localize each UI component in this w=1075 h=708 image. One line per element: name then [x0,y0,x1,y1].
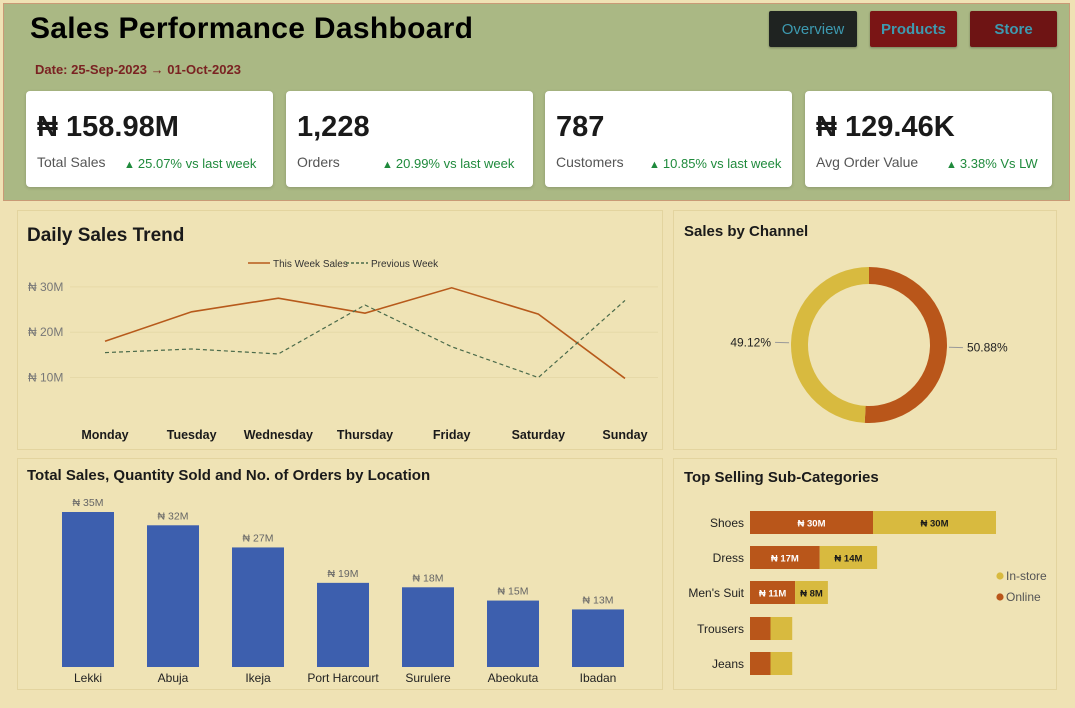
segment-data-label: ₦ 11M [759,589,787,600]
legend-label: Previous Week [371,259,439,270]
line-chart: ₦ 10M ₦ 20M ₦ 30M Monday Tuesday Wednesday Thu… [18,211,664,451]
subcategory-bar-chart: Shoes ₦ 30M ₦ 30M Dress ₦ 17M ₦ 14M Men's Suit… [674,459,1058,691]
up-arrow-icon: ▲ [124,159,135,171]
category-label: Shoes [710,516,744,530]
series-line-previous-week [105,300,625,377]
bar-data-label: ₦ 27M [243,532,274,544]
bar-data-label: ₦ 18M [413,572,444,584]
x-tick-label: Tuesday [167,428,217,442]
series-line-this-week [105,288,625,379]
y-tick-label: ₦ 30M [28,280,63,294]
segment-data-label: ₦ 14M [834,554,862,565]
bar-category-label: Surulere [405,671,451,685]
x-tick-label: Sunday [602,428,647,442]
location-bar [572,609,624,667]
x-tick-label: Monday [81,428,128,442]
kpi-card-customers: 787 Customers ▲ 10.85% vs last week [545,91,792,187]
kpi-card-total-sales: ₦ 158.98M Total Sales ▲ 25.07% vs last we… [26,91,273,187]
x-tick-label: Saturday [512,428,566,442]
kpi-label: Customers [556,154,624,170]
donut-chart: 50.88% 49.12% [674,211,1058,451]
daily-sales-trend-panel: Daily Sales Trend ₦ 10M ₦ 20M ₦ 30M Monday T… [17,210,663,450]
x-tick-label: Wednesday [244,428,313,442]
location-bar [232,547,284,667]
location-bar [402,587,454,667]
location-bar [62,512,114,667]
bar-category-label: Abeokuta [488,671,539,685]
stacked-bar-segment-instore [771,617,793,640]
stacked-bar-segment-instore [771,652,793,675]
bar-data-label: ₦ 19M [328,568,359,580]
stacked-bar-segment-online [750,652,771,675]
header-banner: Sales Performance Dashboard Date: 25-Sep… [3,3,1070,201]
segment-data-label: ₦ 30M [798,519,826,530]
page-title: Sales Performance Dashboard [30,12,473,46]
kpi-change-text: 25.07% vs last week [138,156,257,171]
kpi-change-text: 10.85% vs last week [663,156,782,171]
y-tick-label: ₦ 20M [28,325,63,339]
bar-data-label: ₦ 13M [583,594,614,606]
kpi-label: Avg Order Value [816,154,918,170]
kpi-value: ₦ 129.46K [816,111,955,144]
up-arrow-icon: ▲ [649,159,660,171]
kpi-card-orders: 1,228 Orders ▲ 20.99% vs last week [286,91,533,187]
location-bar [147,525,199,667]
kpi-value: 787 [556,111,604,144]
bar-category-label: Ibadan [580,671,617,685]
bar-category-label: Lekki [74,671,102,685]
category-label: Jeans [712,657,744,671]
legend-dot [996,593,1003,600]
kpi-change: ▲ 3.38% Vs LW [946,156,1038,171]
kpi-label: Orders [297,154,340,170]
top-subcategories-panel: Top Selling Sub-Categories Shoes ₦ 30M ₦ 3… [673,458,1057,690]
segment-data-label: ₦ 8M [800,589,823,600]
bar-category-label: Ikeja [245,671,271,685]
bar-data-label: ₦ 32M [158,510,189,522]
legend-label: In-store [1006,569,1047,583]
bar-data-label: ₦ 35M [73,497,104,509]
stacked-bar-segment-online [750,617,771,640]
legend-label: This Week Sales [273,259,348,270]
y-tick-label: ₦ 10M [28,371,63,385]
donut-slice [791,267,869,423]
bar-category-label: Abuja [158,671,189,685]
kpi-value: ₦ 158.98M [37,111,179,144]
overview-button[interactable]: Overview [769,11,857,47]
category-label: Dress [713,551,744,565]
kpi-change-text: 3.38% Vs LW [960,156,1038,171]
donut-slice [865,267,947,423]
kpi-change: ▲ 25.07% vs last week [124,156,256,171]
segment-data-label: ₦ 17M [771,554,799,565]
sales-by-channel-panel: Sales by Channel 50.88% 49.12% [673,210,1057,450]
x-tick-label: Friday [433,428,471,442]
date-range: Date: 25-Sep-2023 → 01-Oct-2023 [35,62,241,77]
bar-category-label: Port Harcourt [307,671,379,685]
kpi-card-avg-order-value: ₦ 129.46K Avg Order Value ▲ 3.38% Vs LW [805,91,1052,187]
location-bar-chart: ₦ 35M Lekki ₦ 32M Abuja ₦ 27M Ikeja ₦ 19M Port … [18,459,664,691]
location-bar [487,601,539,667]
x-tick-label: Thursday [337,428,393,442]
bar-data-label: ₦ 15M [498,586,529,598]
category-label: Trousers [697,622,744,636]
segment-data-label: ₦ 30M [921,519,949,530]
kpi-change: ▲ 10.85% vs last week [649,156,781,171]
donut-slice-label: 49.12% [730,335,771,349]
kpi-label: Total Sales [37,154,105,170]
location-bar [317,583,369,667]
legend-label: Online [1006,590,1041,604]
up-arrow-icon: ▲ [946,159,957,171]
kpi-change-text: 20.99% vs last week [396,156,515,171]
category-label: Men's Suit [688,586,744,600]
store-button[interactable]: Store [970,11,1057,47]
products-button[interactable]: Products [870,11,957,47]
sales-by-location-panel: Total Sales, Quantity Sold and No. of Or… [17,458,663,690]
kpi-value: 1,228 [297,111,370,144]
legend-dot [996,572,1003,579]
up-arrow-icon: ▲ [382,159,393,171]
kpi-change: ▲ 20.99% vs last week [382,156,514,171]
donut-slice-label: 50.88% [967,341,1008,355]
